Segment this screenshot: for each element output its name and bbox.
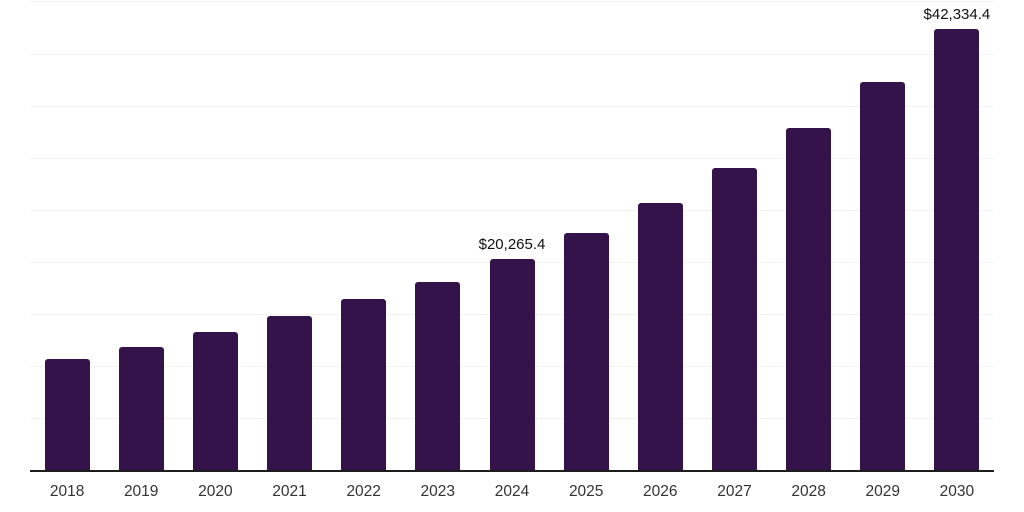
bar-2022[interactable]	[341, 299, 387, 470]
data-label-2024: $20,265.4	[478, 236, 546, 253]
x-axis-label-2024: 2024	[494, 483, 530, 500]
bar-2027[interactable]	[712, 168, 757, 470]
bar-2019[interactable]	[118, 347, 164, 470]
x-axis-label-2025: 2025	[568, 483, 604, 500]
gridline-25000	[30, 209, 994, 211]
x-axis-label-2018: 2018	[49, 483, 85, 500]
gridline-30000	[30, 157, 994, 159]
x-axis-label-2021: 2021	[272, 483, 307, 500]
bar-2023[interactable]	[415, 281, 461, 470]
bar-2030[interactable]	[934, 29, 980, 470]
data-label-2030: $42,334.4	[923, 6, 991, 24]
x-axis-label-2029: 2029	[865, 483, 901, 500]
bar-2026[interactable]	[637, 202, 683, 470]
gridline-35000	[30, 105, 994, 107]
x-axis-label-2027: 2027	[717, 483, 752, 500]
bar-2018[interactable]	[44, 359, 90, 470]
x-axis-label-2022: 2022	[346, 483, 381, 500]
x-axis-line	[30, 470, 994, 472]
bar-2028[interactable]	[786, 128, 832, 470]
bar-2025[interactable]	[563, 232, 609, 470]
bar-2024[interactable]	[489, 259, 535, 470]
gridline-45000	[30, 1, 994, 3]
x-axis-label-2019: 2019	[123, 483, 159, 500]
x-axis-label-2023: 2023	[420, 483, 456, 500]
x-axis-label-2020: 2020	[198, 483, 233, 500]
x-axis-label-2028: 2028	[791, 483, 826, 500]
bar-2020[interactable]	[192, 331, 238, 470]
gridline-40000	[30, 53, 994, 55]
x-axis-label-2030: 2030	[939, 483, 975, 500]
x-axis-label-2026: 2026	[643, 483, 678, 500]
bar-2021[interactable]	[267, 316, 312, 470]
bar-2029[interactable]	[860, 81, 906, 470]
